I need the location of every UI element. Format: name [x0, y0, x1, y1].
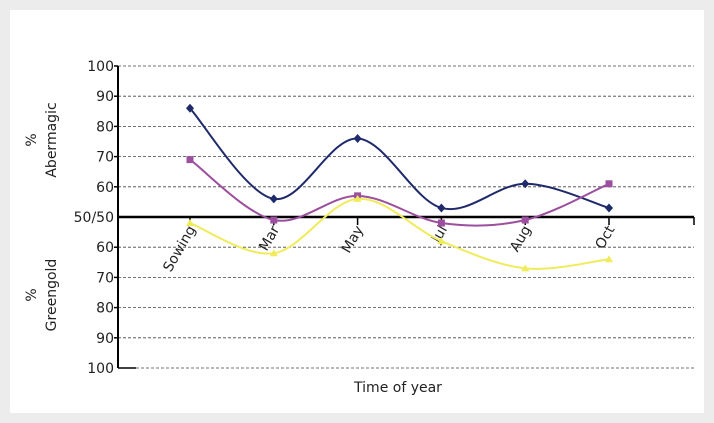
y-tick-label: 60	[96, 180, 114, 196]
data-point	[186, 103, 194, 113]
data-point	[521, 264, 530, 272]
data-point	[521, 216, 529, 224]
y-tick-label: 70	[96, 150, 114, 166]
data-point	[605, 255, 613, 263]
y-tick-label: 80	[96, 119, 114, 135]
y-axis-label-bottom: %	[24, 288, 40, 301]
data-point	[186, 219, 194, 227]
plot-panel	[10, 10, 704, 413]
series-line	[189, 158, 610, 227]
data-point	[605, 180, 613, 188]
y-tick-label: 50/50	[74, 210, 114, 226]
series-line	[189, 197, 610, 270]
x-axis-label: Time of year	[353, 380, 442, 396]
y-tick-label: 70	[96, 270, 114, 286]
data-point	[437, 203, 446, 213]
data-point	[353, 133, 362, 143]
y-axis-label-bottom: Greengold	[44, 259, 60, 332]
y-tick-label: 80	[96, 301, 114, 317]
data-point	[605, 203, 613, 213]
y-tick-label: 90	[96, 331, 114, 347]
data-point	[186, 156, 194, 164]
y-axis-label-top: Abermagic	[44, 102, 60, 177]
data-point	[353, 194, 362, 202]
y-axis-label-top: %	[24, 133, 40, 146]
data-point	[437, 219, 445, 227]
y-tick-label: 90	[96, 89, 114, 105]
data-point	[269, 249, 278, 257]
data-point	[269, 194, 278, 204]
data-point	[437, 237, 446, 245]
y-tick-label: 100	[87, 59, 114, 75]
x-tick-label: Jul	[428, 223, 451, 247]
y-tick-label: 100	[87, 361, 114, 377]
data-point	[521, 179, 530, 189]
data-point	[270, 216, 278, 224]
y-tick-label: 60	[96, 240, 114, 256]
